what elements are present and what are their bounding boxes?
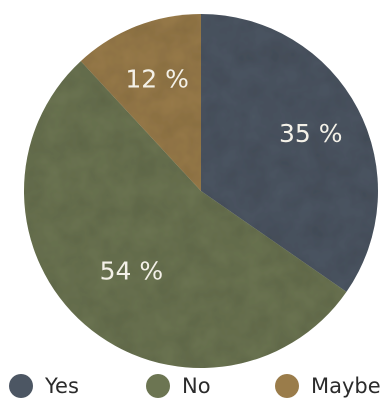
legend-label-yes: Yes bbox=[45, 374, 79, 398]
legend-item-maybe: Maybe bbox=[275, 373, 381, 399]
pie-slice-no bbox=[23, 61, 347, 368]
legend-label-maybe: Maybe bbox=[311, 374, 381, 398]
legend-item-no: No bbox=[146, 373, 211, 399]
legend-label-no: No bbox=[182, 374, 211, 398]
legend-swatch-maybe bbox=[275, 374, 299, 398]
value-label-maybe: 12 % bbox=[125, 64, 189, 93]
pie-plot-area: 35 % 54 % 12 % bbox=[23, 14, 378, 368]
pie-value-labels: 35 % 54 % 12 % bbox=[100, 64, 343, 285]
legend-swatch-yes bbox=[9, 374, 33, 398]
legend-item-yes: Yes bbox=[9, 373, 79, 399]
pie-slice-yes bbox=[201, 14, 378, 292]
pie-slices bbox=[23, 14, 378, 368]
value-label-yes: 35 % bbox=[279, 119, 343, 148]
legend-swatch-no bbox=[146, 374, 170, 398]
value-label-no: 54 % bbox=[100, 257, 164, 286]
legend: Yes No Maybe bbox=[0, 370, 392, 402]
pie-slice-maybe bbox=[80, 14, 201, 191]
